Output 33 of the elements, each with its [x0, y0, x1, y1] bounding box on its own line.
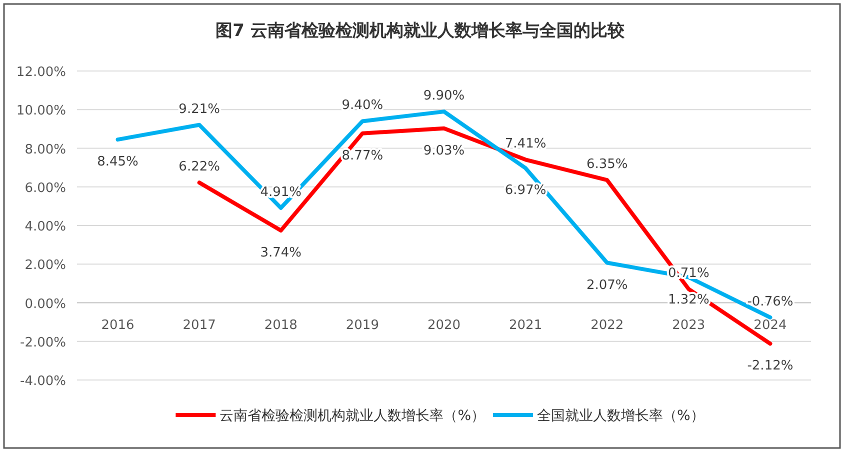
- x-tick-label: 2017: [182, 318, 216, 333]
- data-label: 2.07%: [586, 278, 628, 293]
- data-label: 6.35%: [586, 157, 628, 172]
- x-tick-label: 2019: [346, 318, 379, 333]
- chart-title: 图7 云南省检验检测机构就业人数增长率与全国的比较: [216, 21, 626, 41]
- x-tick-label: 2018: [264, 318, 298, 333]
- x-tick-label: 2016: [101, 318, 134, 333]
- x-tick-label: 2022: [590, 318, 624, 333]
- y-tick-label: 4.00%: [24, 220, 66, 234]
- y-tick-label: 10.00%: [16, 104, 66, 119]
- y-tick-label: -4.00%: [20, 374, 66, 389]
- data-label: -0.76%: [747, 294, 794, 310]
- y-tick-label: 12.00%: [16, 65, 66, 80]
- data-label: 9.21%: [178, 102, 220, 117]
- data-label: 3.74%: [260, 246, 302, 261]
- x-tick-label: 2020: [427, 318, 461, 333]
- data-label: 6.22%: [178, 160, 220, 175]
- y-tick-label: 0.00%: [24, 296, 66, 312]
- x-tick-label: 2023: [672, 318, 706, 333]
- legend-label: 全国就业人数增长率（%）: [537, 408, 704, 424]
- y-tick-label: 2.00%: [24, 258, 66, 274]
- data-label: 9.40%: [342, 98, 384, 114]
- data-label: 8.45%: [97, 154, 138, 170]
- y-tick-label: 6.00%: [24, 180, 66, 196]
- data-label: 9.03%: [423, 143, 465, 158]
- x-tick-label: 2021: [509, 318, 542, 333]
- data-label: -2.12%: [747, 358, 794, 374]
- data-label: 9.90%: [423, 88, 465, 104]
- x-tick-label: 2024: [754, 318, 787, 333]
- y-tick-label: -2.00%: [20, 335, 66, 350]
- legend-label: 云南省检验检测机构就业人数增长率（%）: [220, 408, 485, 424]
- data-label: 7.41%: [504, 136, 546, 152]
- y-tick-label: 8.00%: [24, 142, 66, 158]
